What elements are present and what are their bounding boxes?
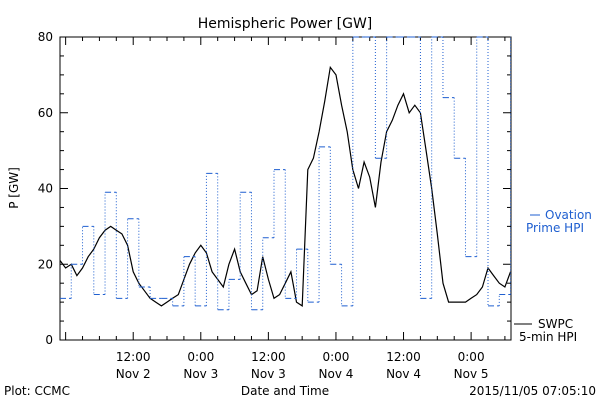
x-tick-time-label: 0:00 — [322, 350, 349, 364]
x-tick-time-label: 12:00 — [386, 350, 421, 364]
y-tick-label: 0 — [45, 333, 53, 347]
x-axis-ticks: 12:00 Nov 2 0:00 Nov 3 12:00 Nov 3 0:00 Nov 4 12… — [65, 37, 506, 381]
x-tick-date-label: Nov 4 — [319, 367, 354, 381]
x-tick-date-label: Nov 5 — [454, 367, 489, 381]
x-axis-label: Date and Time — [241, 384, 329, 398]
x-tick-date-label: Nov 3 — [183, 367, 218, 381]
legend-label-ovation-line2: Prime HPI — [526, 221, 584, 235]
x-tick-time-label: 12:00 — [251, 350, 286, 364]
x-tick-time-label: 0:00 — [458, 350, 485, 364]
y-tick-label: 40 — [38, 182, 53, 196]
legend: Ovation Prime HPI SWPC 5-min HPI — [514, 208, 592, 344]
y-tick-label: 60 — [38, 106, 53, 120]
x-tick-date-label: Nov 4 — [386, 367, 421, 381]
y-tick-label: 20 — [38, 257, 53, 271]
ovation-series — [60, 36, 512, 311]
y-axis-label: P [GW] — [7, 167, 21, 209]
x-tick-date-label: Nov 2 — [116, 367, 151, 381]
y-axis-ticks: 0 20 40 60 80 — [38, 30, 511, 347]
swpc-hpi-line — [59, 65, 512, 307]
y-tick-label: 80 — [38, 30, 53, 44]
plot-timestamp: 2015/11/05 07:05:10 — [469, 384, 596, 398]
legend-label-swpc-line2: 5-min HPI — [519, 330, 577, 344]
x-tick-time-label: 0:00 — [187, 350, 214, 364]
chart-title: Hemispheric Power [GW] — [198, 16, 373, 32]
series-layer — [59, 36, 512, 311]
legend-label-ovation-line1: Ovation — [545, 208, 592, 222]
x-tick-date-label: Nov 3 — [251, 367, 286, 381]
legend-label-swpc-line1: SWPC — [538, 317, 573, 331]
plot-credit: Plot: CCMC — [4, 384, 70, 398]
x-tick-time-label: 12:00 — [116, 350, 151, 364]
